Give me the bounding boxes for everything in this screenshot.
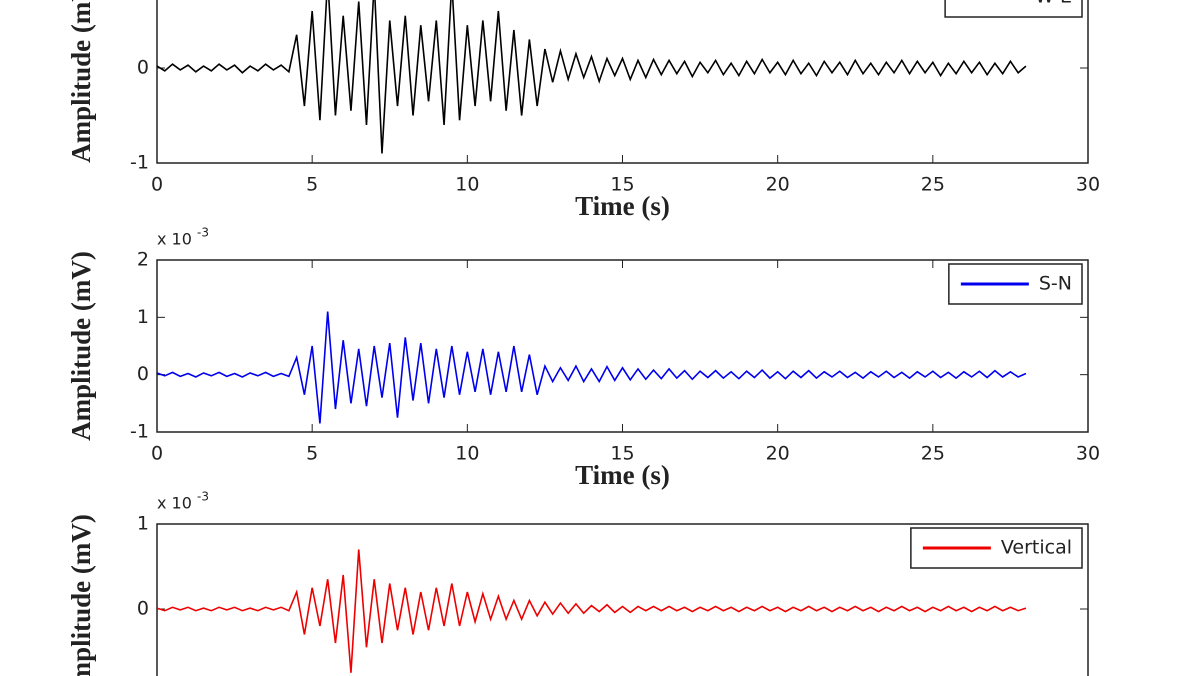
waveform [156, 311, 1027, 424]
plot-area [156, 0, 1089, 164]
x-tick-label: 20 [766, 174, 790, 196]
x-tick-label: 0 [151, 443, 163, 465]
legend: Vertical [910, 527, 1083, 569]
legend-label: Vertical [1001, 537, 1072, 559]
y-tick-label: 2 [137, 249, 149, 271]
y-multiplier: x 10 [157, 230, 192, 249]
y-axis-label: Amplitude (mV) [66, 251, 96, 441]
y-tick-label: -1 [130, 152, 149, 174]
y-tick-label: 1 [137, 306, 149, 328]
x-tick-label: 5 [306, 174, 318, 196]
y-axis-label: Amplitude (mV) [66, 0, 96, 163]
y-tick-label: -1 [130, 421, 149, 443]
x-tick-label: 15 [610, 443, 634, 465]
x-axis-label: Time (s) [575, 460, 670, 490]
x-tick-label: 10 [455, 443, 479, 465]
x-tick-label: 25 [921, 174, 945, 196]
legend: W-E [944, 0, 1083, 18]
x-tick-label: 20 [766, 443, 790, 465]
x-tick-label: 30 [1076, 174, 1100, 196]
x-tick-label: 25 [921, 443, 945, 465]
y-multiplier-exponent: -3 [197, 226, 209, 240]
x-axis-label: Time (s) [575, 191, 670, 221]
x-tick-label: 0 [151, 174, 163, 196]
legend-label: S-N [1039, 273, 1072, 295]
y-axis-label: Amplitude (mV) [66, 514, 96, 676]
x-tick-label: 5 [306, 443, 318, 465]
subplot: 0 1 Amplitude (mV) x 10 -3 Vertical [66, 490, 1089, 676]
waveform [156, 0, 1027, 154]
legend: S-N [948, 263, 1083, 305]
waveform [156, 549, 1027, 673]
x-tick-label: 10 [455, 174, 479, 196]
y-tick-label: 0 [137, 598, 149, 620]
y-tick-label: 0 [137, 363, 149, 385]
y-multiplier: x 10 [157, 494, 192, 513]
x-tick-label: 30 [1076, 443, 1100, 465]
x-tick-label: 15 [610, 174, 634, 196]
legend-box [944, 0, 1083, 18]
y-tick-label: 1 [137, 513, 149, 535]
y-multiplier-exponent: -3 [197, 490, 209, 504]
legend-label: W-E [1035, 0, 1072, 8]
y-tick-label: 0 [137, 57, 149, 79]
